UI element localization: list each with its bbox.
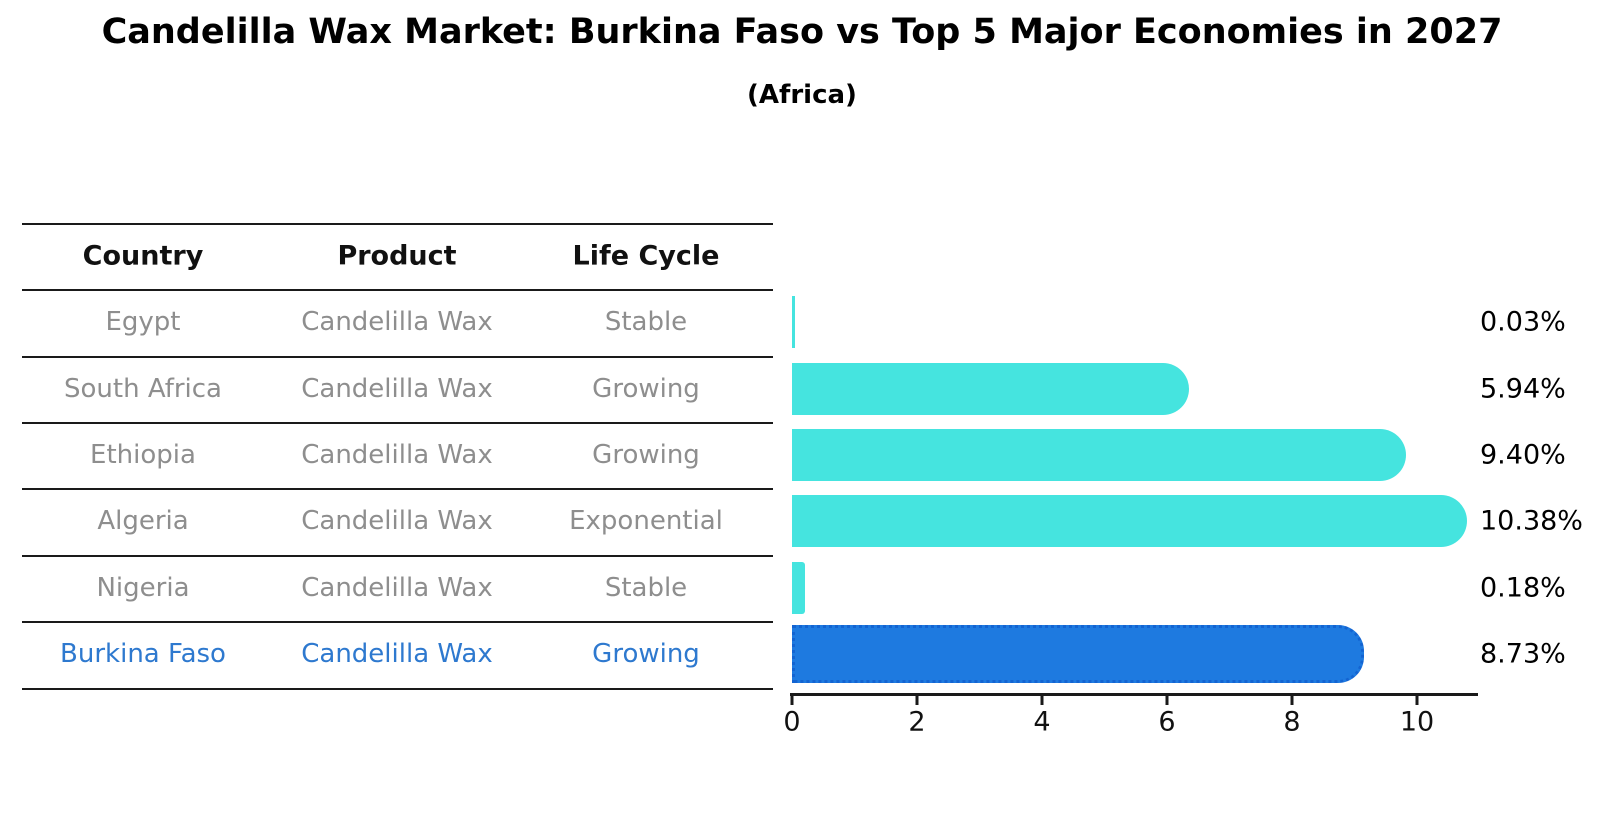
bar-burkina-faso — [792, 625, 1364, 683]
col-header-country: Country — [82, 240, 204, 272]
bar-ethiopia — [792, 429, 1406, 481]
x-tick-6 — [1165, 695, 1169, 705]
table-rule-header — [22, 289, 773, 291]
cell-product-egypt: Candelilla Wax — [301, 307, 493, 337]
x-tick-label-8: 8 — [1283, 706, 1301, 738]
cell-lifecycle-south-africa: Growing — [592, 374, 700, 404]
cell-country-nigeria: Nigeria — [96, 573, 190, 603]
value-label-nigeria: 0.18% — [1480, 572, 1566, 604]
cell-product-south-africa: Candelilla Wax — [301, 374, 493, 404]
cell-product-ethiopia: Candelilla Wax — [301, 440, 493, 470]
x-tick-4 — [1040, 695, 1044, 705]
cell-country-egypt: Egypt — [105, 307, 181, 337]
value-label-algeria: 10.38% — [1480, 505, 1583, 537]
x-tick-0 — [790, 695, 794, 705]
cell-country-ethiopia: Ethiopia — [90, 440, 196, 470]
table-rule-2 — [22, 422, 773, 424]
cell-lifecycle-nigeria: Stable — [604, 573, 688, 603]
table-rule-bottom — [22, 688, 773, 690]
table-rule-3 — [22, 488, 773, 490]
col-header-lifecycle: Life Cycle — [572, 240, 720, 272]
table-rule-top — [22, 223, 773, 225]
cell-product-burkina-faso: Candelilla Wax — [301, 639, 493, 669]
x-axis-line — [790, 693, 1478, 696]
x-tick-label-10: 10 — [1399, 706, 1435, 738]
cell-lifecycle-algeria: Exponential — [569, 506, 723, 536]
value-label-south-africa: 5.94% — [1480, 373, 1566, 405]
value-label-ethiopia: 9.40% — [1480, 439, 1566, 471]
cell-country-south-africa: South Africa — [64, 374, 222, 404]
cell-country-algeria: Algeria — [97, 506, 189, 536]
chart-subtitle: (Africa) — [747, 80, 857, 110]
x-tick-label-6: 6 — [1158, 706, 1176, 738]
chart-title: Candelilla Wax Market: Burkina Faso vs T… — [101, 12, 1503, 52]
table-rule-1 — [22, 356, 773, 358]
x-tick-label-2: 2 — [908, 706, 926, 738]
x-tick-2 — [915, 695, 919, 705]
x-tick-8 — [1290, 695, 1294, 705]
x-tick-10 — [1415, 695, 1419, 705]
bar-algeria — [792, 495, 1467, 547]
x-tick-label-0: 0 — [783, 706, 801, 738]
table-rule-5 — [22, 621, 773, 623]
bar-egypt — [792, 296, 795, 348]
cell-country-burkina-faso: Burkina Faso — [60, 639, 226, 669]
bar-nigeria — [792, 562, 806, 614]
cell-lifecycle-ethiopia: Growing — [592, 440, 700, 470]
cell-lifecycle-egypt: Stable — [604, 307, 688, 337]
value-label-egypt: 0.03% — [1480, 306, 1566, 338]
bar-south-africa — [792, 363, 1190, 415]
value-label-burkina-faso: 8.73% — [1480, 638, 1566, 670]
cell-lifecycle-burkina-faso: Growing — [592, 639, 700, 669]
cell-product-nigeria: Candelilla Wax — [301, 573, 493, 603]
cell-product-algeria: Candelilla Wax — [301, 506, 493, 536]
col-header-product: Product — [337, 240, 457, 272]
table-rule-4 — [22, 555, 773, 557]
x-tick-label-4: 4 — [1033, 706, 1051, 738]
